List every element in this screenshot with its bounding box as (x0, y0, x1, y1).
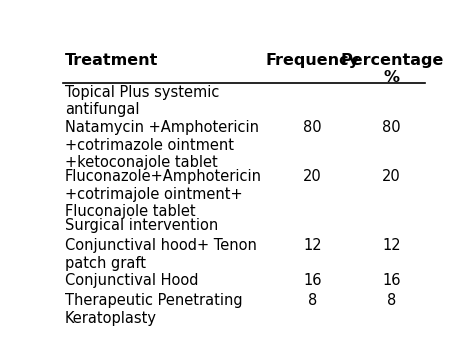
Text: 80: 80 (383, 120, 401, 135)
Text: Fluconazole+Amphotericin
+cotrimajole ointment+
Fluconajole tablet: Fluconazole+Amphotericin +cotrimajole oi… (65, 169, 262, 219)
Text: Conjunctival hood+ Tenon
patch graft: Conjunctival hood+ Tenon patch graft (65, 238, 256, 271)
Text: 8: 8 (387, 293, 396, 308)
Text: Topical Plus systemic
antifungal: Topical Plus systemic antifungal (65, 85, 219, 117)
Text: 16: 16 (303, 274, 322, 289)
Text: 20: 20 (383, 169, 401, 184)
Text: 12: 12 (383, 238, 401, 253)
Text: 20: 20 (303, 169, 322, 184)
Text: Natamycin +Amphotericin
+cotrimazole ointment
+ketoconajole tablet: Natamycin +Amphotericin +cotrimazole oin… (65, 120, 259, 170)
Text: Percentage
%: Percentage % (340, 53, 443, 85)
Text: 16: 16 (383, 274, 401, 289)
Text: 8: 8 (308, 293, 318, 308)
Text: Conjunctival Hood: Conjunctival Hood (65, 274, 198, 289)
Text: 12: 12 (303, 238, 322, 253)
Text: Treatment: Treatment (65, 53, 158, 68)
Text: Therapeutic Penetrating
Keratoplasty: Therapeutic Penetrating Keratoplasty (65, 293, 242, 326)
Text: Surgical intervention: Surgical intervention (65, 218, 218, 233)
Text: Frequency: Frequency (266, 53, 360, 68)
Text: 80: 80 (303, 120, 322, 135)
